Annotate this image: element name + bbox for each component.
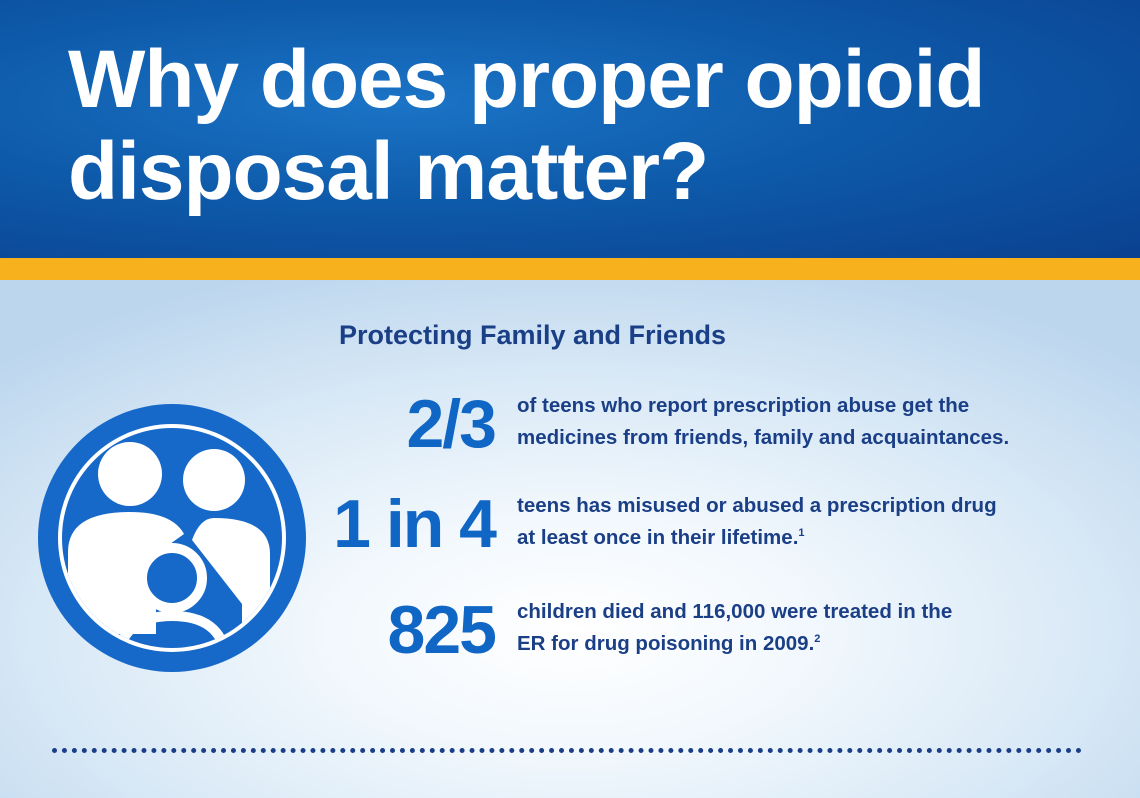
- stat-description: teens has misused or abused a prescripti…: [517, 490, 1077, 554]
- stat-text-line: at least once in their lifetime.1: [517, 522, 1077, 554]
- adult-right-head: [183, 449, 245, 511]
- adult-right-body: [192, 518, 270, 634]
- gold-divider-stripe: [0, 258, 1140, 280]
- dotted-divider: [52, 748, 1082, 753]
- stat-description: children died and 116,000 were treated i…: [517, 596, 1077, 660]
- footnote-marker: 2: [814, 633, 821, 645]
- stat-text-line: ER for drug poisoning in 2009.2: [517, 628, 1077, 660]
- stat-text-line-content: medicines from friends, family and acqua…: [517, 426, 1010, 449]
- stat-text-line: teens has misused or abused a prescripti…: [517, 494, 997, 517]
- page-title: Why does proper opioid disposal matter?: [68, 34, 985, 217]
- footnote-marker: 1: [798, 527, 805, 539]
- stat-number: 1 in 4: [333, 486, 497, 562]
- stat-text-line-content: ER for drug poisoning in 2009.: [517, 632, 815, 655]
- section-heading: Protecting Family and Friends: [339, 320, 727, 350]
- stat-row: 825 children died and 116,000 were treat…: [300, 590, 1100, 670]
- family-icon: [38, 404, 306, 672]
- stat-number: 825: [387, 592, 497, 668]
- header-banner: Why does proper opioid disposal matter?: [0, 0, 1140, 258]
- child-head: [137, 543, 207, 613]
- stat-text-line: of teens who report prescription abuse g…: [517, 394, 970, 417]
- stat-text-line-content: at least once in their lifetime.: [517, 526, 799, 549]
- stat-row: 2/3 of teens who report prescription abu…: [300, 384, 1100, 464]
- stat-number: 2/3: [406, 386, 497, 462]
- adult-left-head: [98, 442, 162, 506]
- stat-description: of teens who report prescription abuse g…: [517, 390, 1077, 454]
- child-body: [113, 610, 231, 648]
- stat-text-line: children died and 116,000 were treated i…: [517, 600, 953, 623]
- stat-row: 1 in 4 teens has misused or abused a pre…: [300, 484, 1100, 564]
- stat-text-line: medicines from friends, family and acqua…: [517, 422, 1077, 454]
